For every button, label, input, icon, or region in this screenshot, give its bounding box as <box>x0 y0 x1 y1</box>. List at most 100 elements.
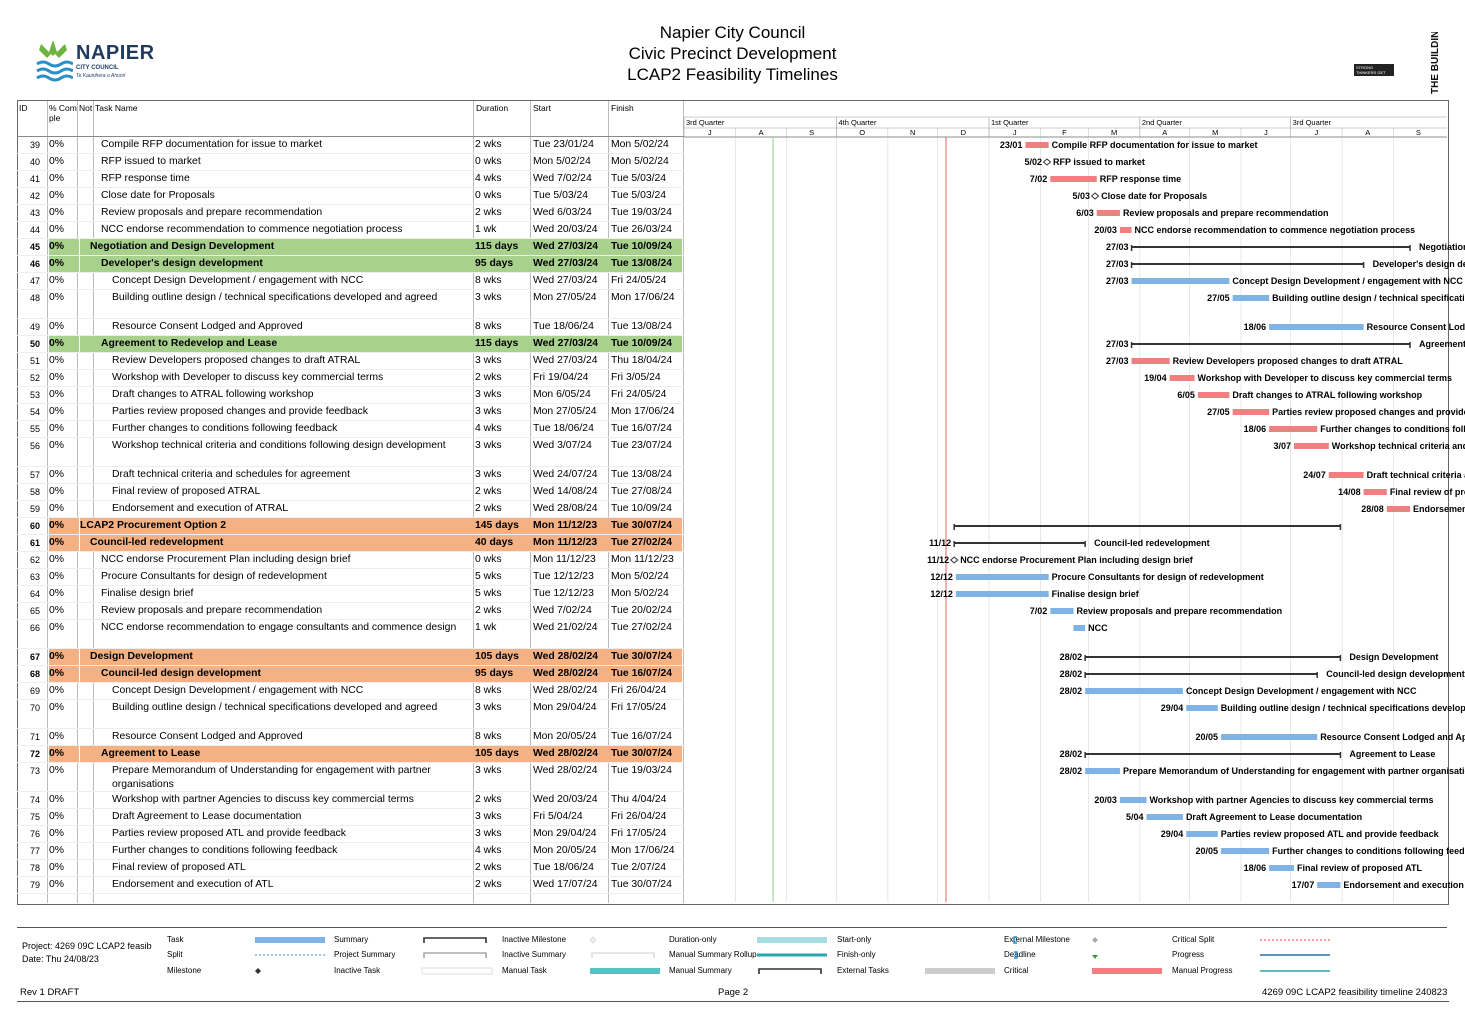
task-percent: 0% <box>49 554 65 565</box>
title-line-1: Napier City Council <box>659 23 806 42</box>
task-name: Further changes to conditions following … <box>112 845 338 856</box>
table-column-divider <box>530 101 531 903</box>
task-finish: Tue 19/03/24 <box>611 765 672 776</box>
legend-label: Start-only <box>837 935 872 944</box>
task-id: 58 <box>29 487 40 497</box>
table-row[interactable]: 57 0% Draft technical criteria and schedul… <box>18 467 682 484</box>
table-row[interactable]: 39 0% Compile RFP documentation for issue … <box>18 137 682 154</box>
row-divider <box>17 170 684 171</box>
table-row[interactable]: 71 0% Resource Consent Lodged and Approved… <box>18 729 682 746</box>
task-id: 48 <box>29 293 40 303</box>
task-finish: Tue 10/09/24 <box>611 241 673 252</box>
task-id: 69 <box>29 686 40 696</box>
task-duration: 8 wks <box>475 731 502 742</box>
task-finish: Tue 10/09/24 <box>611 503 672 514</box>
table-row[interactable]: 60 0% LCAP2 Procurement Option 2 145 days Mo… <box>18 518 682 535</box>
row-divider <box>17 483 684 484</box>
task-name: Review Developers proposed changes to dr… <box>112 355 361 366</box>
table-row[interactable]: 46 0% Developer's design development 95 day… <box>18 256 682 273</box>
table-row[interactable]: 75 0% Draft Agreement to Lease documentati… <box>18 809 682 826</box>
table-row[interactable]: 68 0% Council-led design development 95 day… <box>18 666 682 683</box>
task-start: Fri 5/04/24 <box>533 811 583 822</box>
table-row[interactable]: 59 0% Endorsement and execution of ATRAL 2 … <box>18 501 682 518</box>
task-id: 65 <box>29 606 40 616</box>
table-row[interactable]: 41 0% RFP response time 4 wks Wed 7/02/24 Tue… <box>18 171 682 188</box>
row-divider <box>17 825 684 826</box>
task-finish: Fri 24/05/24 <box>611 275 667 286</box>
table-row[interactable]: 73 0% Prepare Memorandum of Understanding … <box>18 763 682 792</box>
table-row[interactable]: 47 0% Concept Design Development / engagem… <box>18 273 682 290</box>
table-row[interactable]: 72 0% Agreement to Lease 105 days Wed 28/02/… <box>18 746 682 763</box>
table-row[interactable]: 45 0% Negotiation and Design Development 11… <box>18 239 682 256</box>
task-start: Tue 23/01/24 <box>533 139 594 150</box>
table-row[interactable]: 52 0% Workshop with Developer to discuss k… <box>18 370 682 387</box>
task-name: NCC endorse recommendation to engage con… <box>101 622 457 633</box>
task-percent: 0% <box>49 765 65 776</box>
task-percent: 0% <box>49 469 65 480</box>
task-percent: 0% <box>49 622 65 633</box>
task-finish: Mon 17/06/24 <box>611 406 675 417</box>
task-start: Wed 28/02/24 <box>533 748 599 759</box>
table-row[interactable]: 49 0% Resource Consent Lodged and Approved… <box>18 319 682 336</box>
table-header-bottom <box>17 136 684 137</box>
task-name: Close date for Proposals <box>101 190 215 201</box>
row-divider <box>17 466 684 467</box>
table-row[interactable]: 65 0% Review proposals and prepare recomme… <box>18 603 682 620</box>
legend-label: Project Summary <box>334 950 396 959</box>
task-duration: 95 days <box>475 258 514 269</box>
task-id: 63 <box>29 572 40 582</box>
task-name: Endorsement and execution of ATL <box>112 879 274 890</box>
task-id: 78 <box>29 863 40 873</box>
task-finish: Thu 18/04/24 <box>611 355 673 366</box>
table-row[interactable]: 56 0% Workshop technical criteria and cond… <box>18 438 682 467</box>
table-row[interactable]: 74 0% Workshop with partner Agencies to di… <box>18 792 682 809</box>
table-row[interactable]: 62 0% NCC endorse Procurement Plan includi… <box>18 552 682 569</box>
task-finish: Fri 17/05/24 <box>611 828 667 839</box>
task-name: Parties review proposed changes and prov… <box>112 406 368 417</box>
task-percent: 0% <box>49 862 65 873</box>
row-divider <box>17 762 684 763</box>
table-row[interactable]: 69 0% Concept Design Development / engagem… <box>18 683 682 700</box>
task-name: Compile RFP documentation for issue to m… <box>101 139 322 150</box>
task-id: 67 <box>29 652 40 662</box>
table-row[interactable]: 42 0% Close date for Proposals 0 wks Tue 5/0… <box>18 188 682 205</box>
row-divider <box>17 534 684 535</box>
table-row[interactable]: 43 0% Review proposals and prepare recomme… <box>18 205 682 222</box>
task-name: RFP issued to market <box>101 156 201 167</box>
task-id: 42 <box>29 191 40 201</box>
table-row[interactable]: 66 0% NCC endorse recommendation to engage… <box>18 620 682 649</box>
table-row[interactable]: 44 0% NCC endorse recommendation to commen… <box>18 222 682 239</box>
task-id: 39 <box>29 140 40 150</box>
table-row[interactable]: 40 0% RFP issued to market 0 wks Mon 5/02/24… <box>18 154 682 171</box>
task-duration: 2 wks <box>475 486 502 497</box>
row-divider <box>17 602 684 603</box>
table-row[interactable]: 67 0% Design Development 105 days Wed 28/02/… <box>18 649 682 666</box>
task-duration: 5 wks <box>475 571 502 582</box>
task-start: Mon 6/05/24 <box>533 389 591 400</box>
table-row[interactable]: 64 0% Finalise design brief 5 wks Tue 12/12/… <box>18 586 682 603</box>
task-finish: Tue 27/02/24 <box>611 622 672 633</box>
table-row[interactable]: 48 0% Building outline design / technical … <box>18 290 682 319</box>
table-row[interactable]: 51 0% Review Developers proposed changes t… <box>18 353 682 370</box>
task-percent: 0% <box>49 731 65 742</box>
table-row[interactable]: 79 0% Endorsement and execution of ATL 2 wk… <box>18 877 682 894</box>
table-row[interactable]: 76 0% Parties review proposed ATL and prov… <box>18 826 682 843</box>
table-row[interactable]: 55 0% Further changes to conditions follow… <box>18 421 682 438</box>
table-row[interactable]: 70 0% Building outline design / technical … <box>18 700 682 729</box>
table-row[interactable]: 63 0% Procure Consultants for design of re… <box>18 569 682 586</box>
table-row[interactable]: 61 0% Council-led redevelopment 40 days Mon … <box>18 535 682 552</box>
task-name: Draft changes to ATRAL following worksho… <box>112 389 314 400</box>
row-divider <box>17 585 684 586</box>
task-id: 57 <box>29 470 40 480</box>
task-percent: 0% <box>49 503 65 514</box>
table-row[interactable]: 58 0% Final review of proposed ATRAL 2 wks W… <box>18 484 682 501</box>
row-divider <box>17 420 684 421</box>
table-row[interactable]: 50 0% Agreement to Redevelop and Lease 115 … <box>18 336 682 353</box>
legend-label: External Tasks <box>837 966 889 975</box>
table-row[interactable]: 54 0% Parties review proposed changes and … <box>18 404 682 421</box>
task-name: RFP response time <box>101 173 190 184</box>
table-row[interactable]: 78 0% Final review of proposed ATL 2 wks Tue… <box>18 860 682 877</box>
table-row[interactable]: 77 0% Further changes to conditions follow… <box>18 843 682 860</box>
table-row[interactable]: 53 0% Draft changes to ATRAL following wor… <box>18 387 682 404</box>
task-name: Further changes to conditions following … <box>112 423 338 434</box>
